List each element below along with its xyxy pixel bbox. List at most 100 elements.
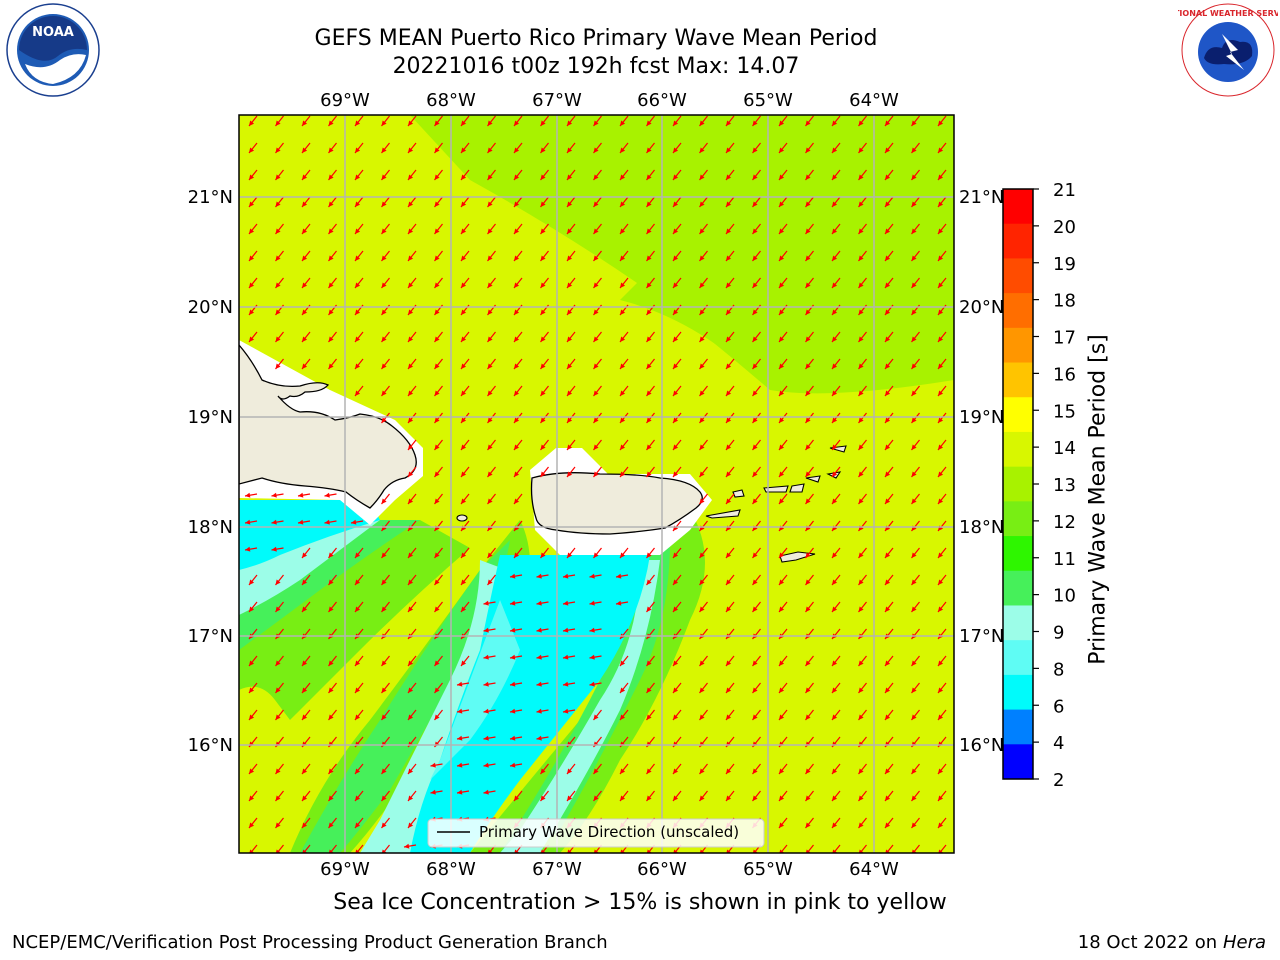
wave-arrow bbox=[593, 250, 602, 262]
wave-arrow bbox=[407, 331, 417, 343]
wave-arrow bbox=[407, 466, 417, 478]
wave-arrow bbox=[460, 169, 470, 181]
wave-arrow bbox=[805, 466, 814, 478]
footer-branch: NCEP/EMC/Verification Post Processing Pr… bbox=[12, 932, 608, 953]
wave-arrow bbox=[752, 331, 761, 343]
colorbar-tick-label: 21 bbox=[1053, 180, 1076, 201]
wave-arrow bbox=[536, 654, 549, 660]
wave-arrow bbox=[858, 358, 867, 370]
wave-arrow bbox=[456, 762, 470, 768]
wave-arrow bbox=[513, 331, 523, 343]
wave-arrow bbox=[752, 385, 761, 397]
wave-arrow bbox=[937, 196, 947, 208]
wave-arrow bbox=[456, 735, 470, 741]
wave-arrow bbox=[566, 277, 576, 289]
wave-arrow bbox=[509, 681, 523, 687]
wave-arrow bbox=[778, 439, 788, 451]
wave-arrow bbox=[858, 493, 867, 505]
wave-arrow bbox=[672, 709, 682, 721]
wave-arrow bbox=[858, 412, 867, 424]
colorbar-tick-label: 2 bbox=[1053, 770, 1064, 791]
wave-arrow bbox=[699, 196, 708, 208]
wave-arrow bbox=[593, 763, 602, 775]
wave-arrow bbox=[434, 574, 443, 586]
wave-arrow bbox=[672, 763, 682, 775]
wave-arrow bbox=[566, 547, 576, 559]
wave-arrow bbox=[271, 519, 284, 525]
wave-arrow bbox=[328, 682, 337, 694]
wave-arrow bbox=[699, 574, 708, 586]
wave-arrow bbox=[805, 358, 814, 370]
wave-arrow bbox=[434, 466, 443, 478]
wave-arrow bbox=[354, 709, 364, 721]
wave-arrow bbox=[301, 790, 311, 802]
wave-arrow bbox=[752, 250, 761, 262]
wave-arrow bbox=[778, 358, 788, 370]
wave-arrow bbox=[699, 493, 708, 505]
wave-arrow bbox=[456, 789, 470, 795]
wave-arrow bbox=[752, 142, 761, 154]
wave-arrow bbox=[778, 682, 788, 694]
wave-arrow bbox=[566, 142, 576, 154]
wave-arrow bbox=[646, 169, 655, 181]
wave-arrow bbox=[248, 790, 258, 802]
colorbar-tick-label: 17 bbox=[1053, 328, 1076, 349]
wave-arrow bbox=[434, 682, 443, 694]
wave-arrow bbox=[434, 358, 443, 370]
wave-arrow bbox=[301, 817, 311, 829]
wave-arrow bbox=[619, 277, 629, 289]
colorbar-segment bbox=[1003, 570, 1033, 606]
wave-arrow bbox=[699, 682, 708, 694]
wave-arrow bbox=[483, 681, 496, 687]
wave-arrow bbox=[805, 169, 814, 181]
wave-arrow bbox=[805, 331, 814, 343]
period-region-10-11-b bbox=[300, 540, 510, 853]
wave-arrow bbox=[619, 439, 629, 451]
wave-arrow bbox=[483, 789, 496, 795]
wave-arrow bbox=[540, 331, 549, 343]
wave-arrow bbox=[778, 142, 788, 154]
wave-arrow bbox=[271, 492, 284, 498]
land-mona-island bbox=[456, 514, 468, 522]
wave-arrow bbox=[884, 412, 894, 424]
colorbar-segment bbox=[1003, 640, 1033, 676]
wave-arrow bbox=[536, 708, 549, 714]
wave-arrow bbox=[619, 655, 629, 667]
wave-arrow bbox=[619, 169, 629, 181]
wave-arrow bbox=[593, 331, 602, 343]
wave-arrow bbox=[562, 573, 576, 579]
wave-arrow bbox=[805, 763, 814, 775]
wave-arrow bbox=[646, 142, 655, 154]
wave-arrow bbox=[699, 547, 708, 559]
wave-arrow bbox=[752, 196, 761, 208]
wave-arrow bbox=[672, 331, 682, 343]
wave-arrow bbox=[460, 412, 470, 424]
wave-arrow bbox=[911, 412, 920, 424]
wave-arrow bbox=[619, 412, 629, 424]
wave-arrow bbox=[699, 466, 708, 478]
wave-arrow bbox=[937, 277, 947, 289]
wave-arrow bbox=[725, 250, 735, 262]
wave-arrow bbox=[407, 493, 417, 505]
lon-label-top: 69°W bbox=[320, 90, 370, 111]
wave-arrow bbox=[562, 681, 576, 687]
colorbar: 21 20 19 18 17 16 15 14 13 12 11 10 9 8 6 4 2 bbox=[1002, 180, 1076, 791]
wave-arrow bbox=[699, 790, 708, 802]
wave-arrow bbox=[328, 331, 337, 343]
wave-arrow bbox=[540, 547, 549, 559]
wave-arrow bbox=[407, 682, 417, 694]
wave-arrow bbox=[884, 331, 894, 343]
wave-arrow bbox=[831, 601, 841, 613]
wave-arrow bbox=[699, 358, 708, 370]
lat-label-right: 21°N bbox=[959, 187, 1004, 208]
wave-arrow bbox=[301, 250, 311, 262]
lon-label-top: 67°W bbox=[532, 90, 582, 111]
svg-text:NATIONAL WEATHER SERVICE: NATIONAL WEATHER SERVICE bbox=[1178, 9, 1278, 18]
colorbar-segment bbox=[1003, 709, 1033, 745]
colorbar-segment bbox=[1003, 431, 1033, 468]
wave-arrow bbox=[619, 385, 629, 397]
wave-arrow bbox=[831, 142, 841, 154]
wave-arrow bbox=[275, 115, 284, 127]
wave-arrow bbox=[805, 682, 814, 694]
wave-arrow bbox=[430, 789, 443, 795]
